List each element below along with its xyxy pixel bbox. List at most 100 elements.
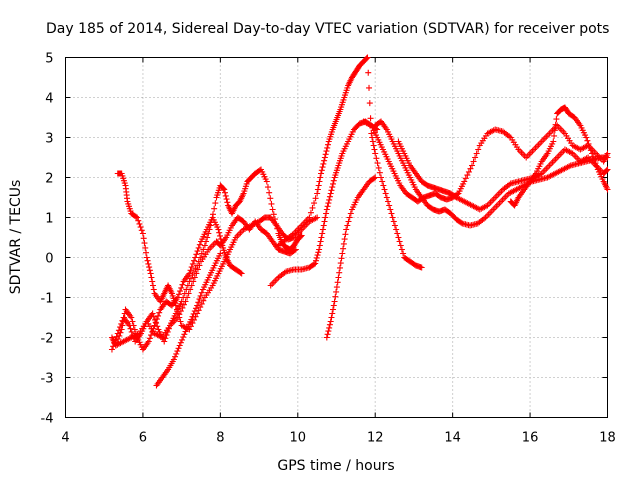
data-point [603,167,610,174]
data-point [464,172,471,179]
data-point [153,320,160,327]
data-point [370,142,377,149]
y-tick-label: 3 [45,132,53,147]
data-point [263,178,270,185]
data-point [238,270,245,277]
data-point [340,240,347,247]
data-point [143,249,150,256]
data-point [200,297,207,304]
data-point [118,320,125,327]
data-point [269,206,276,213]
data-point [176,311,183,318]
data-point [267,195,274,202]
data-point [325,200,332,207]
data-point [197,304,204,311]
data-point [237,269,244,276]
data-point [174,348,181,355]
data-point [319,164,326,171]
data-point [190,310,197,317]
data-point [326,321,333,328]
data-point [394,230,401,237]
data-point [312,260,319,267]
data-point [342,231,349,238]
data-point [326,324,333,331]
data-point [193,251,200,258]
data-point [127,325,134,332]
data-point [336,264,343,271]
data-point [180,334,187,341]
data-point [188,282,195,289]
data-point [337,260,344,267]
data-point [311,261,318,268]
series-arc-12 [507,104,611,209]
data-point [270,211,277,218]
data-point [339,250,346,257]
data-point [136,220,143,227]
data-point [173,350,180,357]
data-point [141,240,148,247]
data-point [201,242,208,249]
data-point [590,153,597,160]
data-point [393,226,400,233]
data-point [114,330,121,337]
data-point [326,193,333,200]
data-point [297,233,304,240]
data-point [332,293,339,300]
data-point [156,309,163,316]
data-point [178,284,185,291]
data-point [264,184,271,191]
data-point [324,331,331,338]
data-point [110,343,117,350]
data-point [381,186,388,193]
data-point [187,286,194,293]
x-tick-label: 6 [139,431,147,446]
data-point [149,278,156,285]
x-tick-label: 12 [367,431,384,446]
data-point [206,226,213,233]
data-point [182,298,189,305]
data-point [200,246,207,253]
data-point [191,257,198,264]
data-point [216,232,223,239]
data-point [383,194,390,201]
data-point [551,132,558,139]
y-tick-label: 4 [45,92,53,107]
data-point [323,210,330,217]
data-point [205,230,212,237]
data-point [325,328,332,335]
data-point [311,200,318,207]
data-point [145,338,152,345]
data-point [331,298,338,305]
data-point [369,134,376,141]
data-point [137,224,144,231]
data-point [380,182,387,189]
data-point [151,316,158,323]
data-point [312,195,319,202]
data-point [587,147,594,154]
data-point [391,222,398,229]
data-point [112,336,119,343]
data-point [472,154,479,161]
data-point [469,162,475,169]
data-point [198,250,205,257]
data-point [190,278,197,285]
y-tick-label: -2 [41,332,54,347]
data-point [150,286,157,293]
y-tick-label: -1 [41,292,54,307]
data-point [371,175,378,182]
y-tick-label: 5 [45,52,53,67]
data-point [551,127,558,134]
data-point [204,234,211,241]
data-point [194,266,201,273]
data-point [390,218,397,225]
y-axis-label: SDTVAR / TECUs [8,180,24,295]
data-point [336,269,343,276]
data-point [323,206,330,213]
data-point [185,290,192,297]
data-point [592,160,599,167]
data-point [146,335,153,342]
data-point [327,190,334,197]
series-arc-2 [108,214,245,353]
data-point [174,294,181,301]
